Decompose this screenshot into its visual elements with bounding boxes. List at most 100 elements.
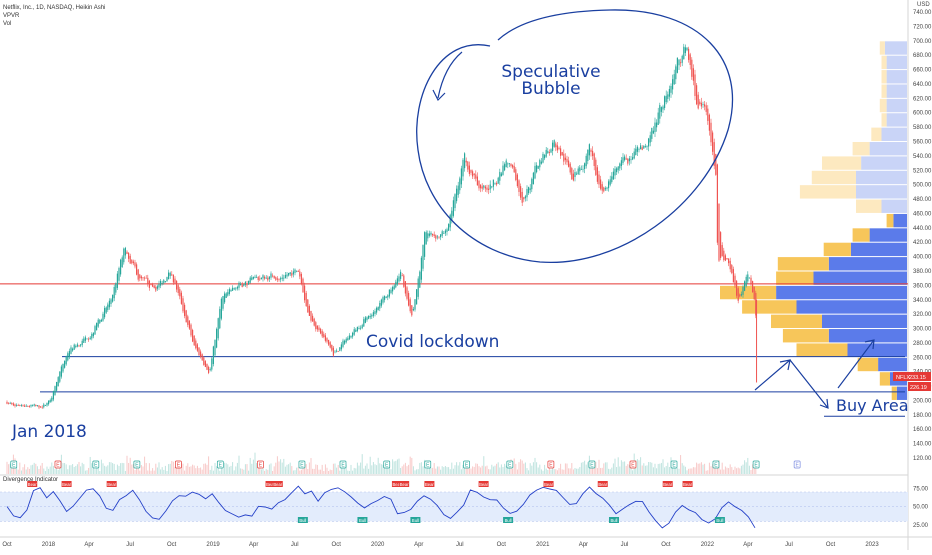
volume-bar xyxy=(449,469,451,474)
earnings-marker-icon[interactable] xyxy=(383,460,391,469)
volume-bar xyxy=(561,469,563,474)
volume-bar xyxy=(678,468,680,474)
indicator-vol: Vol xyxy=(3,21,11,27)
earnings-marker-icon[interactable] xyxy=(506,460,514,469)
volume-bar xyxy=(366,463,368,474)
earnings-marker-icon[interactable] xyxy=(92,460,100,469)
profile-bar-down xyxy=(881,70,887,84)
volume-bar xyxy=(534,457,536,474)
volume-bar xyxy=(278,461,280,474)
volume-bar xyxy=(41,462,43,474)
candle-body xyxy=(334,351,336,353)
candle-body xyxy=(507,163,509,165)
volume-bar xyxy=(280,459,282,474)
volume-bar xyxy=(126,455,128,474)
volume-bar xyxy=(382,464,384,474)
candle-body xyxy=(182,298,184,312)
candle-body xyxy=(11,402,13,404)
earnings-marker-icon[interactable] xyxy=(54,460,62,469)
earnings-marker-icon[interactable] xyxy=(629,460,637,469)
candle-body xyxy=(195,340,197,349)
candle-body xyxy=(643,145,645,149)
bear-label-text: Bear xyxy=(392,482,401,487)
volume-bar xyxy=(352,470,354,474)
candle-body xyxy=(616,168,618,173)
time-axis[interactable]: Oct 2018 Apr Jul Oct 2019 Apr Jul Oct 2020 Apr Jul O… xyxy=(2,542,879,548)
volume-bar xyxy=(454,465,456,474)
candle-body xyxy=(52,391,54,400)
earnings-marker-letter: E xyxy=(672,463,676,469)
candle-body xyxy=(72,348,74,351)
volume-bar xyxy=(660,462,662,474)
bear-label-tag xyxy=(597,481,608,487)
bull-label-text: Bull xyxy=(359,518,366,523)
volume-bar xyxy=(257,467,259,474)
volume-bar xyxy=(688,468,690,474)
earnings-marker-icon[interactable] xyxy=(670,460,678,469)
volume-bar xyxy=(80,466,82,474)
volume-bar xyxy=(480,467,482,474)
profile-bar-up xyxy=(869,228,907,242)
volume-bar xyxy=(368,468,370,474)
profile-bar-up xyxy=(796,300,907,314)
candle-body xyxy=(459,178,461,191)
volume-bar xyxy=(104,465,106,474)
volume-bar xyxy=(272,470,274,474)
earnings-marker-icon[interactable] xyxy=(339,460,347,469)
candle-body xyxy=(430,232,432,235)
candle-body xyxy=(281,277,283,279)
candle-body xyxy=(499,171,501,181)
volume-bar xyxy=(108,462,110,474)
earnings-marker-icon[interactable] xyxy=(752,460,760,469)
earnings-marker-icon[interactable] xyxy=(298,460,306,469)
candle-body xyxy=(91,333,93,339)
volume-bar xyxy=(131,464,133,474)
profile-bar-down xyxy=(852,142,870,156)
volume-bar xyxy=(196,465,198,474)
volume-bar xyxy=(49,466,51,474)
volume-bar xyxy=(304,464,306,474)
volume-bar xyxy=(438,466,440,474)
price-tick-label: 380.00 xyxy=(913,269,932,275)
earnings-marker-icon[interactable] xyxy=(216,460,224,469)
volume-bar xyxy=(76,464,78,474)
candle-body xyxy=(340,344,342,350)
volume-bar xyxy=(590,468,592,474)
candle-body xyxy=(220,298,222,319)
volume-bar xyxy=(214,462,216,474)
indicator-tick-label: 50.00 xyxy=(913,505,929,511)
earnings-marker-icon[interactable] xyxy=(424,460,432,469)
earnings-marker-icon[interactable] xyxy=(712,460,720,469)
price-tick-label: 320.00 xyxy=(913,312,932,318)
volume-bar xyxy=(208,456,210,474)
earnings-marker-icon[interactable] xyxy=(10,460,18,469)
volume-bar xyxy=(448,467,450,474)
candle-body xyxy=(252,276,254,279)
earnings-marker-icon[interactable] xyxy=(547,460,555,469)
earnings-marker-letter: E xyxy=(56,463,60,469)
volume-bar xyxy=(540,469,542,474)
profile-bar-down xyxy=(799,185,856,199)
volume-bar xyxy=(251,463,253,474)
candle-body xyxy=(635,148,637,155)
candle-body xyxy=(33,404,35,406)
annotations: Speculative Bubble Covid lockdown Jan 20… xyxy=(11,9,909,442)
earnings-marker-icon[interactable] xyxy=(257,460,264,469)
candle-body xyxy=(660,107,662,112)
candle-body xyxy=(376,307,378,313)
earnings-marker-icon[interactable] xyxy=(588,460,596,469)
earnings-marker-icon[interactable] xyxy=(793,460,801,469)
volume-bar xyxy=(192,464,194,474)
volume-bar xyxy=(595,461,597,474)
bear-label-tag xyxy=(27,481,38,487)
candle-body xyxy=(561,152,563,156)
earnings-marker-icon[interactable] xyxy=(463,460,470,469)
candle-body xyxy=(339,347,341,352)
candle-body xyxy=(225,293,227,298)
volume-bar xyxy=(158,462,160,474)
earnings-marker-icon[interactable] xyxy=(175,460,182,469)
earnings-marker-icon[interactable] xyxy=(133,460,141,469)
candle-body xyxy=(603,187,605,192)
bear-label-tag xyxy=(682,481,693,487)
price-axis[interactable]: 740.00 720.00 700.00 680.00 660.00 640.00 620.… xyxy=(913,2,932,462)
